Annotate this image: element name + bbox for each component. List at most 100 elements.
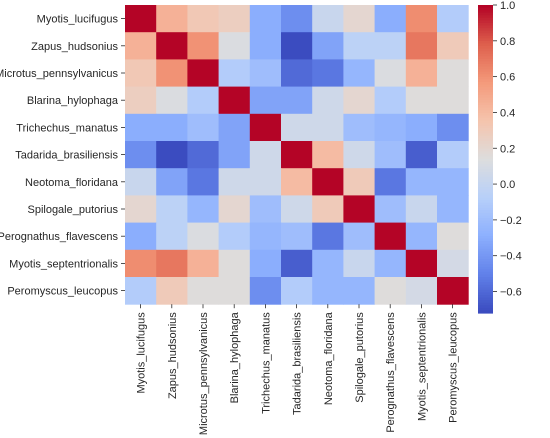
colorbar-tick-label: 0.4: [500, 107, 515, 119]
colorbar-segment: [478, 74, 493, 78]
heatmap-cell-blarina-hylophaga-blarina-hylophaga: [218, 86, 251, 115]
colorbar-tick-label: −0.2: [500, 215, 522, 227]
colorbar-segment: [478, 56, 493, 60]
y-tick-labels: Myotis_lucifugus Zapus_hudsonius Microtus_…: [0, 14, 125, 298]
colorbar-segment: [478, 15, 493, 19]
colorbar-segment: [478, 277, 493, 281]
colorbar-segment: [478, 35, 493, 39]
heatmap-cell-perognathus-flavescens-zapus-hudsonius: [156, 222, 188, 251]
heatmap-cell-blarina-hylophaga-peromyscus-leucopus: [437, 86, 469, 115]
colorbar-segment: [478, 99, 493, 104]
colorbar-segment: [478, 20, 493, 24]
heatmap-cell-myotis-lucifugus-perognathus-flavescens: [374, 5, 407, 33]
colorbar-tick-label: −0.6: [500, 287, 522, 299]
x-tick-label-blarina-hylophaga: Blarina_hylophaga: [229, 311, 241, 403]
colorbar-segment: [478, 33, 493, 37]
y-tick-label-spilogale-putorius: Spilogale_putorius: [27, 204, 118, 216]
heatmap-cell-blarina-hylophaga-spilogale-putorius: [343, 86, 376, 115]
heatmap-cell-spilogale-putorius-microtus-pennsylvanicus: [187, 195, 220, 224]
colorbar-segment: [478, 220, 493, 224]
heatmap-cell-peromyscus-leucopus-myotis-lucifugus: [125, 277, 157, 305]
heatmap-cell-zapus-hudsonius-neotoma-floridana: [312, 32, 344, 60]
heatmap-cell-microtus-pennsylvanicus-spilogale-putorius: [343, 59, 376, 88]
colorbar-segment: [478, 184, 493, 188]
colorbar-segment: [478, 187, 493, 191]
heatmap-cell-perognathus-flavescens-tadarida-brasiliensis: [281, 222, 313, 251]
colorbar-segment: [478, 197, 493, 201]
colorbar-segment: [478, 28, 493, 32]
colorbar-segment: [478, 205, 493, 209]
heatmap-cell-zapus-hudsonius-myotis-lucifugus: [125, 32, 157, 60]
colorbar-segment: [478, 192, 493, 196]
colorbar-segment: [478, 30, 493, 34]
heatmap-cell-neotoma-floridana-zapus-hudsonius: [156, 168, 188, 196]
heatmap-cell-zapus-hudsonius-blarina-hylophaga: [218, 32, 251, 60]
colorbar-segment: [478, 117, 493, 122]
heatmap-cell-microtus-pennsylvanicus-blarina-hylophaga: [218, 59, 251, 88]
heatmap-cell-tadarida-brasiliensis-tadarida-brasiliensis: [281, 141, 313, 169]
colorbar-segment: [478, 138, 493, 142]
heatmap-cell-tadarida-brasiliensis-spilogale-putorius: [343, 141, 376, 169]
heatmap-cell-myotis-septentrionalis-myotis-septentrionalis: [405, 249, 438, 278]
heatmap-cell-myotis-septentrionalis-myotis-lucifugus: [125, 249, 157, 278]
colorbar-segment: [478, 25, 493, 29]
colorbar-segment: [478, 102, 493, 106]
colorbar-segment: [478, 130, 493, 134]
colorbar-segment: [478, 251, 493, 255]
heatmap-cell-myotis-lucifugus-blarina-hylophaga: [218, 5, 251, 33]
colorbar-segment: [478, 207, 493, 211]
x-tick-label-myotis-lucifugus: Myotis_lucifugus: [136, 312, 148, 394]
colorbar-segment: [478, 133, 493, 137]
colorbar-segment: [478, 271, 493, 276]
colorbar-tick-label: 0.2: [500, 143, 515, 155]
colorbar-segment: [478, 51, 493, 55]
colorbar-segment: [478, 297, 493, 301]
colorbar-segment: [478, 82, 493, 86]
x-tick-label-microtus-pennsylvanicus: Microtus_pennsylvanicus: [198, 312, 210, 435]
heatmap-cell-microtus-pennsylvanicus-myotis-septentrionalis: [405, 59, 438, 88]
heatmap-cell-peromyscus-leucopus-microtus-pennsylvanicus: [187, 277, 220, 305]
heatmap-cell-neotoma-floridana-peromyscus-leucopus: [437, 168, 469, 196]
y-tick-label-myotis-septentrionalis: Myotis_septentrionalis: [9, 258, 118, 270]
colorbar-segment: [478, 302, 493, 306]
heatmap-cell-neotoma-floridana-myotis-septentrionalis: [405, 168, 438, 196]
y-tick-label-blarina-hylophaga: Blarina_hylophaga: [27, 95, 119, 107]
heatmap-cell-myotis-lucifugus-zapus-hudsonius: [156, 5, 188, 33]
colorbar-tick-label: 1.0: [500, 0, 515, 12]
colorbar-segment: [478, 279, 493, 283]
colorbar-segment: [478, 58, 493, 63]
heatmap-cell-trichechus-manatus-trichechus-manatus: [249, 113, 282, 142]
colorbar-segment: [478, 269, 493, 273]
heatmap-cell-tadarida-brasiliensis-microtus-pennsylvanicus: [187, 141, 220, 169]
heatmap-cell-myotis-lucifugus-trichechus-manatus: [249, 5, 282, 33]
colorbar-segment: [478, 176, 493, 181]
colorbar-segment: [478, 228, 493, 232]
colorbar-segment: [478, 48, 493, 52]
heatmap-cell-myotis-lucifugus-myotis-lucifugus: [125, 5, 157, 33]
colorbar-segment: [478, 253, 493, 258]
heatmap-cell-zapus-hudsonius-myotis-septentrionalis: [405, 32, 438, 60]
colorbar-segment: [478, 215, 493, 219]
colorbar-segment: [478, 12, 493, 16]
heatmap-cell-microtus-pennsylvanicus-trichechus-manatus: [249, 59, 282, 88]
colorbar-segment: [478, 53, 493, 57]
heatmap-cell-neotoma-floridana-tadarida-brasiliensis: [281, 168, 313, 196]
heatmap-cell-tadarida-brasiliensis-trichechus-manatus: [249, 141, 282, 169]
heatmap-cell-zapus-hudsonius-tadarida-brasiliensis: [281, 32, 313, 60]
colorbar-segment: [478, 243, 493, 247]
colorbar-segment: [478, 146, 493, 150]
heatmap-cell-myotis-septentrionalis-blarina-hylophaga: [218, 249, 251, 278]
colorbar-segment: [478, 289, 493, 294]
heatmap-cell-myotis-septentrionalis-spilogale-putorius: [343, 249, 376, 278]
colorbar-segment: [478, 115, 493, 119]
colorbar-segment: [478, 120, 493, 124]
colorbar-segment: [478, 241, 493, 245]
heatmap-cell-tadarida-brasiliensis-blarina-hylophaga: [218, 141, 251, 169]
heatmap-cell-perognathus-flavescens-trichechus-manatus: [249, 222, 282, 251]
y-tick-label-tadarida-brasiliensis: Tadarida_brasiliensis: [15, 150, 118, 162]
heatmap-cell-blarina-hylophaga-perognathus-flavescens: [374, 86, 407, 115]
colorbar-segment: [478, 5, 493, 9]
heatmap-cell-spilogale-putorius-zapus-hudsonius: [156, 195, 188, 224]
x-tick-label-trichechus-manatus: Trichechus_manatus: [260, 312, 272, 414]
heatmap-cell-neotoma-floridana-myotis-lucifugus: [125, 168, 157, 196]
